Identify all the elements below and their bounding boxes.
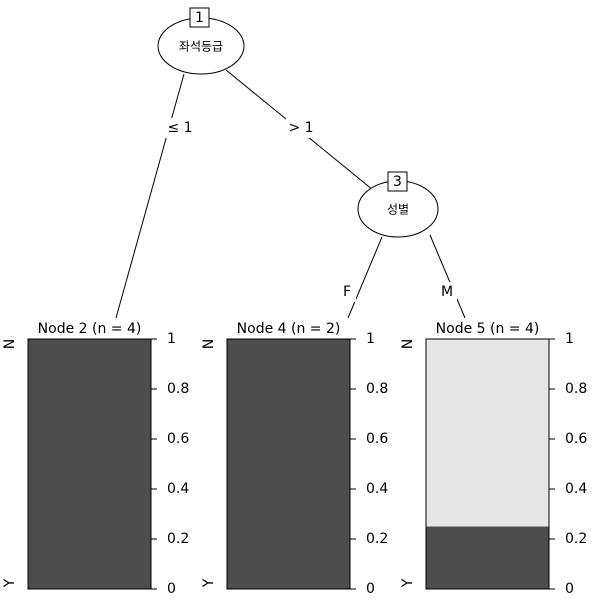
level-label: Y	[201, 578, 217, 588]
node-id-box	[189, 7, 210, 28]
tick-label: 0.4	[167, 481, 189, 497]
tick-label: 1	[565, 331, 574, 347]
edge-label-bg	[437, 282, 457, 302]
bar-segment	[426, 526, 549, 589]
node-id: 1	[195, 10, 204, 26]
bar-segment	[227, 339, 350, 589]
terminal-title: Node 5 (n = 4)	[436, 321, 540, 337]
bar-segment	[426, 339, 549, 527]
edge-label-bg	[338, 282, 356, 302]
edge	[115, 73, 185, 319]
tick-label: 0.8	[366, 381, 388, 397]
edge	[429, 234, 466, 319]
node-id-box	[387, 171, 408, 192]
edge	[347, 236, 383, 319]
tick-label: 0	[167, 581, 176, 597]
level-label: N	[400, 339, 416, 349]
tick-label: 0.2	[565, 531, 587, 547]
edge-label-bg	[286, 118, 316, 138]
terminal-title: Node 2 (n = 4)	[38, 321, 142, 337]
tick-label: 0.6	[366, 431, 388, 447]
tick-label: 1	[167, 331, 176, 347]
level-label: Y	[400, 578, 416, 588]
tick-label: 0	[366, 581, 375, 597]
tick-label: 0.2	[366, 531, 388, 547]
tick-label: 0.4	[366, 481, 388, 497]
edge-label: ≤ 1	[167, 120, 192, 136]
edge-label-bg	[165, 118, 195, 138]
level-label: N	[201, 339, 217, 349]
bar-segment	[28, 339, 151, 589]
edge-label: F	[343, 284, 351, 300]
level-label: N	[2, 339, 18, 349]
edge-label: > 1	[288, 120, 313, 136]
tick-label: 0.8	[565, 381, 587, 397]
tick-label: 0	[565, 581, 574, 597]
tick-label: 0.4	[565, 481, 587, 497]
node-label: 성별	[387, 203, 409, 217]
tick-label: 0.6	[167, 431, 189, 447]
tick-label: 1	[366, 331, 375, 347]
edge-label: M	[441, 284, 453, 300]
node-label: 좌석등급	[179, 40, 223, 54]
level-label: Y	[2, 578, 18, 588]
node-id: 3	[393, 174, 402, 190]
tick-label: 0.2	[167, 531, 189, 547]
tick-label: 0.8	[167, 381, 189, 397]
terminal-title: Node 4 (n = 2)	[237, 321, 341, 337]
tick-label: 0.6	[565, 431, 587, 447]
